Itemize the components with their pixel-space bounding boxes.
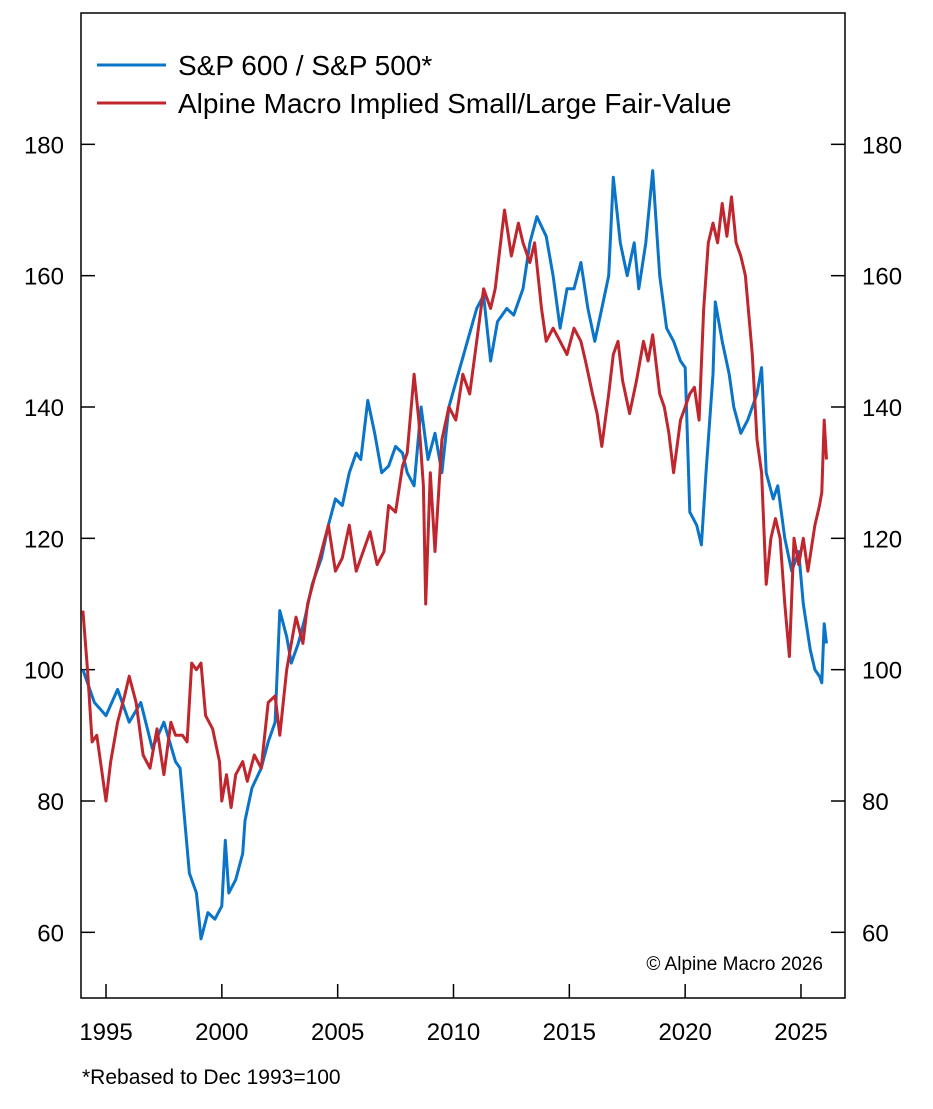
x-tick-label: 2020 bbox=[658, 1019, 711, 1046]
x-tick-label: 2025 bbox=[774, 1019, 827, 1046]
x-tick-label: 2015 bbox=[543, 1019, 596, 1046]
x-tick-label: 1995 bbox=[79, 1019, 132, 1046]
y-tick-label-left: 160 bbox=[24, 264, 64, 291]
footnote: *Rebased to Dec 1993=100 bbox=[82, 1066, 341, 1089]
y-tick-label-left: 80 bbox=[37, 789, 64, 816]
y-tick-label-right: 100 bbox=[862, 658, 902, 685]
series-line-sp600-sp500 bbox=[81, 169, 828, 941]
y-tick-label-right: 80 bbox=[862, 789, 889, 816]
y-tick-label-right: 160 bbox=[862, 264, 902, 291]
axis-ticks: 60 60 80 80 100 100 120 120 140 140 160 160 180 180 19… bbox=[24, 132, 902, 1046]
legend-label: S&P 600 / S&P 500* bbox=[178, 50, 432, 81]
copyright-annotation: © Alpine Macro 2026 bbox=[646, 954, 823, 975]
x-tick-label: 2005 bbox=[311, 1019, 364, 1046]
x-tick-label: 2000 bbox=[195, 1019, 248, 1046]
legend-label: Alpine Macro Implied Small/Large Fair-Va… bbox=[178, 88, 732, 119]
y-tick-label-right: 180 bbox=[862, 132, 902, 159]
series-lines bbox=[81, 169, 828, 941]
legend: S&P 600 / S&P 500* Alpine Macro Implied S… bbox=[97, 50, 732, 119]
plot-frame bbox=[80, 12, 846, 999]
y-tick-label-left: 180 bbox=[24, 132, 64, 159]
y-tick-label-left: 140 bbox=[24, 395, 64, 422]
x-tick-label: 2010 bbox=[427, 1019, 480, 1046]
y-tick-label-right: 120 bbox=[862, 526, 902, 553]
y-tick-label-left: 100 bbox=[24, 658, 64, 685]
y-tick-label-left: 120 bbox=[24, 526, 64, 553]
series-line-fair-value bbox=[81, 195, 828, 810]
y-tick-label-right: 60 bbox=[862, 920, 889, 947]
y-tick-label-right: 140 bbox=[862, 395, 902, 422]
y-tick-label-left: 60 bbox=[37, 920, 64, 947]
